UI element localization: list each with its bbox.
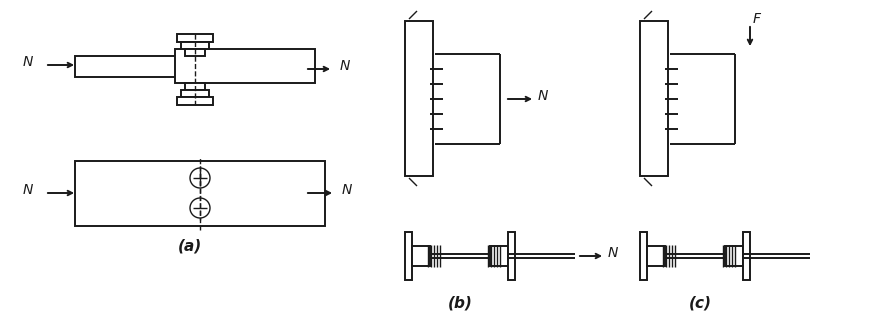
Polygon shape xyxy=(185,83,205,90)
Polygon shape xyxy=(647,246,664,266)
Polygon shape xyxy=(640,21,667,176)
Polygon shape xyxy=(412,246,429,266)
Text: N: N xyxy=(342,183,352,197)
Text: F: F xyxy=(753,12,760,26)
Polygon shape xyxy=(405,232,412,280)
Polygon shape xyxy=(724,246,742,266)
Polygon shape xyxy=(75,161,325,226)
Polygon shape xyxy=(489,246,507,266)
Text: N: N xyxy=(607,246,618,260)
Polygon shape xyxy=(181,90,209,97)
Polygon shape xyxy=(507,232,514,280)
Polygon shape xyxy=(175,49,315,83)
Text: (a): (a) xyxy=(177,239,202,254)
Text: N: N xyxy=(23,183,33,197)
Polygon shape xyxy=(640,232,647,280)
Polygon shape xyxy=(75,56,195,77)
Text: (b): (b) xyxy=(447,296,472,310)
Polygon shape xyxy=(185,49,205,56)
Text: N: N xyxy=(23,55,33,69)
Text: (c): (c) xyxy=(687,296,711,310)
Polygon shape xyxy=(742,232,749,280)
Polygon shape xyxy=(405,21,433,176)
Polygon shape xyxy=(176,34,213,42)
Polygon shape xyxy=(181,42,209,49)
Text: N: N xyxy=(537,89,547,103)
Polygon shape xyxy=(176,97,213,105)
Text: N: N xyxy=(340,59,350,73)
